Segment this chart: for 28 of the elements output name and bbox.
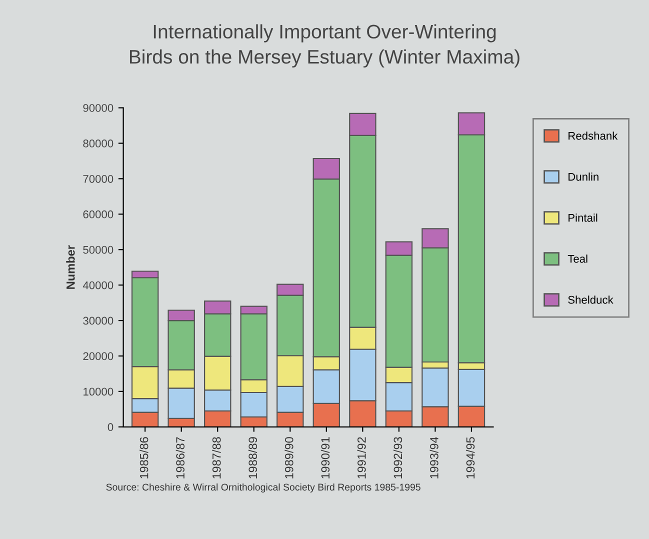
legend-label: Pintail bbox=[568, 214, 598, 222]
source-note: Source: Cheshire & Wirral Ornithological Society Bird Reports 1985-1995 bbox=[106, 483, 420, 493]
y-tick-label: 90000 bbox=[83, 104, 114, 112]
y-tick-label: 50000 bbox=[83, 246, 114, 254]
x-tick-label: 1994/95 bbox=[466, 437, 475, 478]
x-tick-label: 1990/91 bbox=[320, 437, 330, 478]
chart-title: Internationally Important Over-Wintering Birds on the Mersey Estuary (Winter Maxima) bbox=[130, 24, 520, 68]
x-tick-label: 1991/92 bbox=[357, 437, 366, 478]
x-tick-label: 1985/86 bbox=[140, 437, 148, 478]
legend-label: Dunlin bbox=[568, 172, 598, 181]
x-tick-label: 1988/89 bbox=[248, 437, 258, 478]
y-tick-label: 60000 bbox=[83, 210, 114, 218]
x-tick-label: 1987/88 bbox=[212, 437, 221, 478]
y-tick-label: 40000 bbox=[82, 281, 114, 290]
y-tick-label: 10000 bbox=[84, 388, 114, 396]
y-tick-label: 0 bbox=[108, 423, 114, 432]
legend-label: Shelduck bbox=[568, 296, 614, 304]
x-tick-label: 1993/94 bbox=[430, 436, 438, 478]
x-tick-label: 1989/90 bbox=[284, 437, 294, 478]
x-tick-label: 1992/93 bbox=[393, 437, 402, 478]
x-tick-label: 1986/87 bbox=[176, 437, 185, 478]
legend-label: Teal bbox=[568, 254, 588, 263]
y-tick-label: 20000 bbox=[83, 352, 114, 360]
legend-label: Redshank bbox=[568, 132, 618, 140]
y-tick-label: 70000 bbox=[83, 174, 114, 183]
y-tick-label: 80000 bbox=[83, 140, 114, 148]
y-tick-label: 30000 bbox=[83, 316, 114, 325]
y-axis-title: Number bbox=[66, 245, 75, 289]
